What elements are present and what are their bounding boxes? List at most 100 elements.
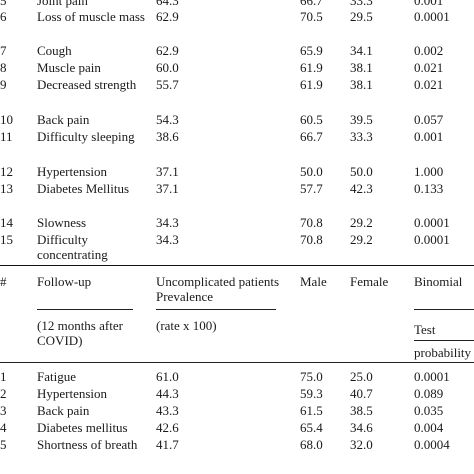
row-symptom: Slowness <box>37 215 87 230</box>
header-probability: probability <box>414 345 472 360</box>
row-number: 4 <box>0 420 7 435</box>
row-prevalence: 62.9 <box>156 43 179 58</box>
header-binomial: Binomial <box>414 274 463 289</box>
row-prevalence: 62.9 <box>156 9 179 24</box>
row-symptom: Difficulty concentrating <box>37 232 108 262</box>
row-symptom: Hypertension <box>37 164 108 179</box>
row-prevalence: 34.3 <box>156 232 179 247</box>
row-prevalence: 55.7 <box>156 77 179 92</box>
row-probability: 0.0001 <box>414 232 450 247</box>
row-number: 10 <box>0 112 13 127</box>
row-symptom: Cough <box>37 43 72 58</box>
row-male: 61.9 <box>300 60 323 75</box>
row-female: 38.5 <box>350 403 373 418</box>
row-prevalence: 54.3 <box>156 112 179 127</box>
row-prevalence: 44.3 <box>156 386 179 401</box>
row-probability: 0.001 <box>414 0 444 8</box>
row-number: 1 <box>0 369 7 384</box>
row-female: 34.1 <box>350 43 373 58</box>
row-number: 13 <box>0 181 13 196</box>
row-probability: 0.057 <box>414 112 444 127</box>
row-number: 12 <box>0 164 13 179</box>
header-test: Test <box>414 322 436 337</box>
row-male: 61.9 <box>300 77 323 92</box>
header-number: # <box>0 274 7 289</box>
row-number: 5 <box>0 437 7 452</box>
row-symptom: Hypertension <box>37 386 108 401</box>
row-male: 60.5 <box>300 112 323 127</box>
row-female: 38.1 <box>350 60 373 75</box>
row-probability: 0.0001 <box>414 9 450 24</box>
header-underline-binomial <box>414 309 474 310</box>
row-male: 59.3 <box>300 386 323 401</box>
row-prevalence: 37.1 <box>156 164 179 179</box>
row-symptom: Joint pain <box>37 0 88 8</box>
row-number: 14 <box>0 215 13 230</box>
row-probability: 0.089 <box>414 386 444 401</box>
row-symptom: Shortness of breath <box>37 437 138 452</box>
header-followup-sub: (12 months after COVID) <box>37 318 123 348</box>
row-symptom: Diabetes Mellitus <box>37 181 130 196</box>
row-probability: 0.021 <box>414 77 444 92</box>
header-underline-test <box>414 340 474 341</box>
row-female: 38.1 <box>350 77 373 92</box>
row-probability: 0.035 <box>414 403 444 418</box>
row-probability: 0.0001 <box>414 215 450 230</box>
row-male: 70.8 <box>300 215 323 230</box>
row-number: 3 <box>0 403 7 418</box>
row-number: 5 <box>0 0 7 8</box>
header-followup: Follow-up <box>37 274 92 289</box>
row-female: 25.0 <box>350 369 373 384</box>
row-male: 65.9 <box>300 43 323 58</box>
row-symptom: Diabetes mellitus <box>37 420 128 435</box>
row-number: 2 <box>0 386 7 401</box>
row-probability: 0.021 <box>414 60 444 75</box>
row-symptom: Muscle pain <box>37 60 101 75</box>
row-probability: 0.0004 <box>414 437 450 452</box>
row-male: 70.5 <box>300 9 323 24</box>
row-number: 11 <box>0 129 13 144</box>
header-underline-followup <box>37 309 133 310</box>
header-prevalence: Uncomplicated patients Prevalence <box>156 274 280 304</box>
row-prevalence: 64.3 <box>156 0 179 8</box>
header-male: Male <box>300 274 327 289</box>
row-female: 40.7 <box>350 386 373 401</box>
row-female: 33.3 <box>350 129 373 144</box>
row-symptom: Fatigue <box>37 369 76 384</box>
row-symptom: Difficulty sleeping <box>37 129 135 144</box>
row-number: 6 <box>0 9 7 24</box>
row-female: 33.3 <box>350 0 373 8</box>
row-probability: 0.0001 <box>414 369 450 384</box>
row-probability: 0.002 <box>414 43 444 58</box>
row-number: 15 <box>0 232 13 247</box>
row-female: 50.0 <box>350 164 373 179</box>
row-female: 29.2 <box>350 232 373 247</box>
row-prevalence: 60.0 <box>156 60 179 75</box>
header-bottom-rule <box>0 362 474 363</box>
row-male: 68.0 <box>300 437 323 452</box>
row-probability: 0.133 <box>414 181 444 196</box>
header-prevalence-sub: (rate x 100) <box>156 318 217 333</box>
header-female: Female <box>350 274 389 289</box>
row-number: 9 <box>0 77 7 92</box>
row-symptom: Back pain <box>37 112 90 127</box>
row-male: 50.0 <box>300 164 323 179</box>
row-prevalence: 41.7 <box>156 437 179 452</box>
table-divider <box>0 265 474 266</box>
row-male: 57.7 <box>300 181 323 196</box>
row-number: 7 <box>0 43 7 58</box>
row-female: 42.3 <box>350 181 373 196</box>
row-prevalence: 43.3 <box>156 403 179 418</box>
row-male: 70.8 <box>300 232 323 247</box>
row-male: 66.7 <box>300 0 323 8</box>
row-symptom: Back pain <box>37 403 90 418</box>
row-female: 32.0 <box>350 437 373 452</box>
row-male: 66.7 <box>300 129 323 144</box>
header-underline-prevalence <box>156 309 276 310</box>
row-female: 34.6 <box>350 420 373 435</box>
row-prevalence: 42.6 <box>156 420 179 435</box>
row-male: 75.0 <box>300 369 323 384</box>
row-probability: 0.001 <box>414 129 444 144</box>
row-female: 29.2 <box>350 215 373 230</box>
